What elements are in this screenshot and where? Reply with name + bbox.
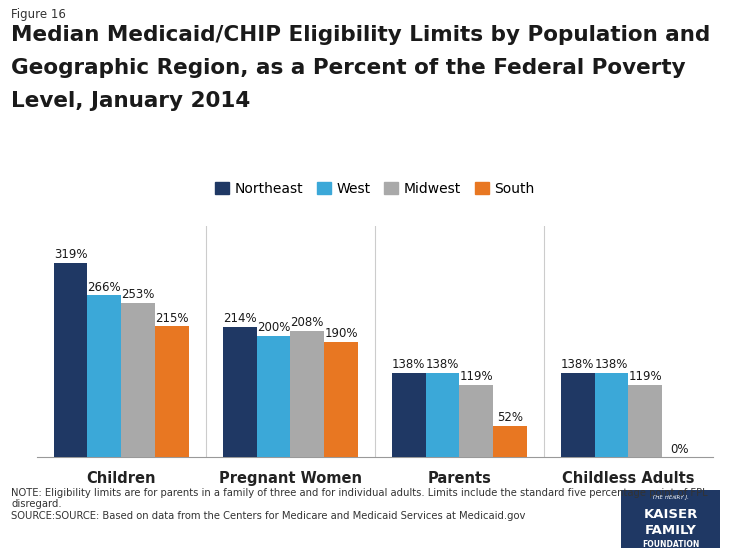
Bar (459, 385, 493, 457)
Text: 214%: 214% (223, 312, 257, 325)
Text: Figure 16: Figure 16 (11, 8, 66, 21)
Bar (426, 373, 459, 457)
Text: 319%: 319% (54, 249, 87, 261)
Text: NOTE: Eligibility limits are for parents in a family of three and for individual: NOTE: Eligibility limits are for parents… (11, 488, 708, 521)
Bar (223, 327, 257, 457)
Text: 119%: 119% (459, 370, 493, 383)
Bar (290, 331, 324, 457)
Text: 119%: 119% (628, 370, 662, 383)
Text: 138%: 138% (561, 359, 595, 371)
Bar (155, 326, 189, 457)
Bar (493, 426, 527, 457)
Text: 253%: 253% (121, 288, 155, 301)
Text: 52%: 52% (497, 411, 523, 424)
Text: 208%: 208% (290, 316, 324, 329)
Text: Level, January 2014: Level, January 2014 (11, 91, 251, 111)
Bar (324, 342, 358, 457)
Bar (561, 373, 595, 457)
Text: 266%: 266% (87, 280, 121, 294)
Text: 215%: 215% (155, 311, 189, 325)
Text: 138%: 138% (426, 359, 459, 371)
Text: KAISER: KAISER (644, 508, 698, 521)
Text: 0%: 0% (670, 442, 689, 456)
Legend: Northeast, West, Midwest, South: Northeast, West, Midwest, South (215, 182, 534, 196)
Text: 138%: 138% (595, 359, 628, 371)
Bar (87, 295, 121, 457)
Bar (121, 303, 155, 457)
Bar (595, 373, 628, 457)
Text: 138%: 138% (392, 359, 426, 371)
Text: 200%: 200% (257, 321, 290, 334)
Text: Geographic Region, as a Percent of the Federal Poverty: Geographic Region, as a Percent of the F… (11, 58, 686, 78)
Text: FAMILY: FAMILY (645, 524, 697, 537)
Text: Median Medicaid/CHIP Eligibility Limits by Population and: Median Medicaid/CHIP Eligibility Limits … (11, 25, 710, 45)
Bar (257, 336, 290, 457)
Text: 190%: 190% (324, 327, 358, 340)
Text: THE HENRY J.: THE HENRY J. (652, 495, 689, 500)
Bar (392, 373, 426, 457)
Bar (54, 263, 87, 457)
Text: FOUNDATION: FOUNDATION (642, 540, 700, 549)
Bar (628, 385, 662, 457)
